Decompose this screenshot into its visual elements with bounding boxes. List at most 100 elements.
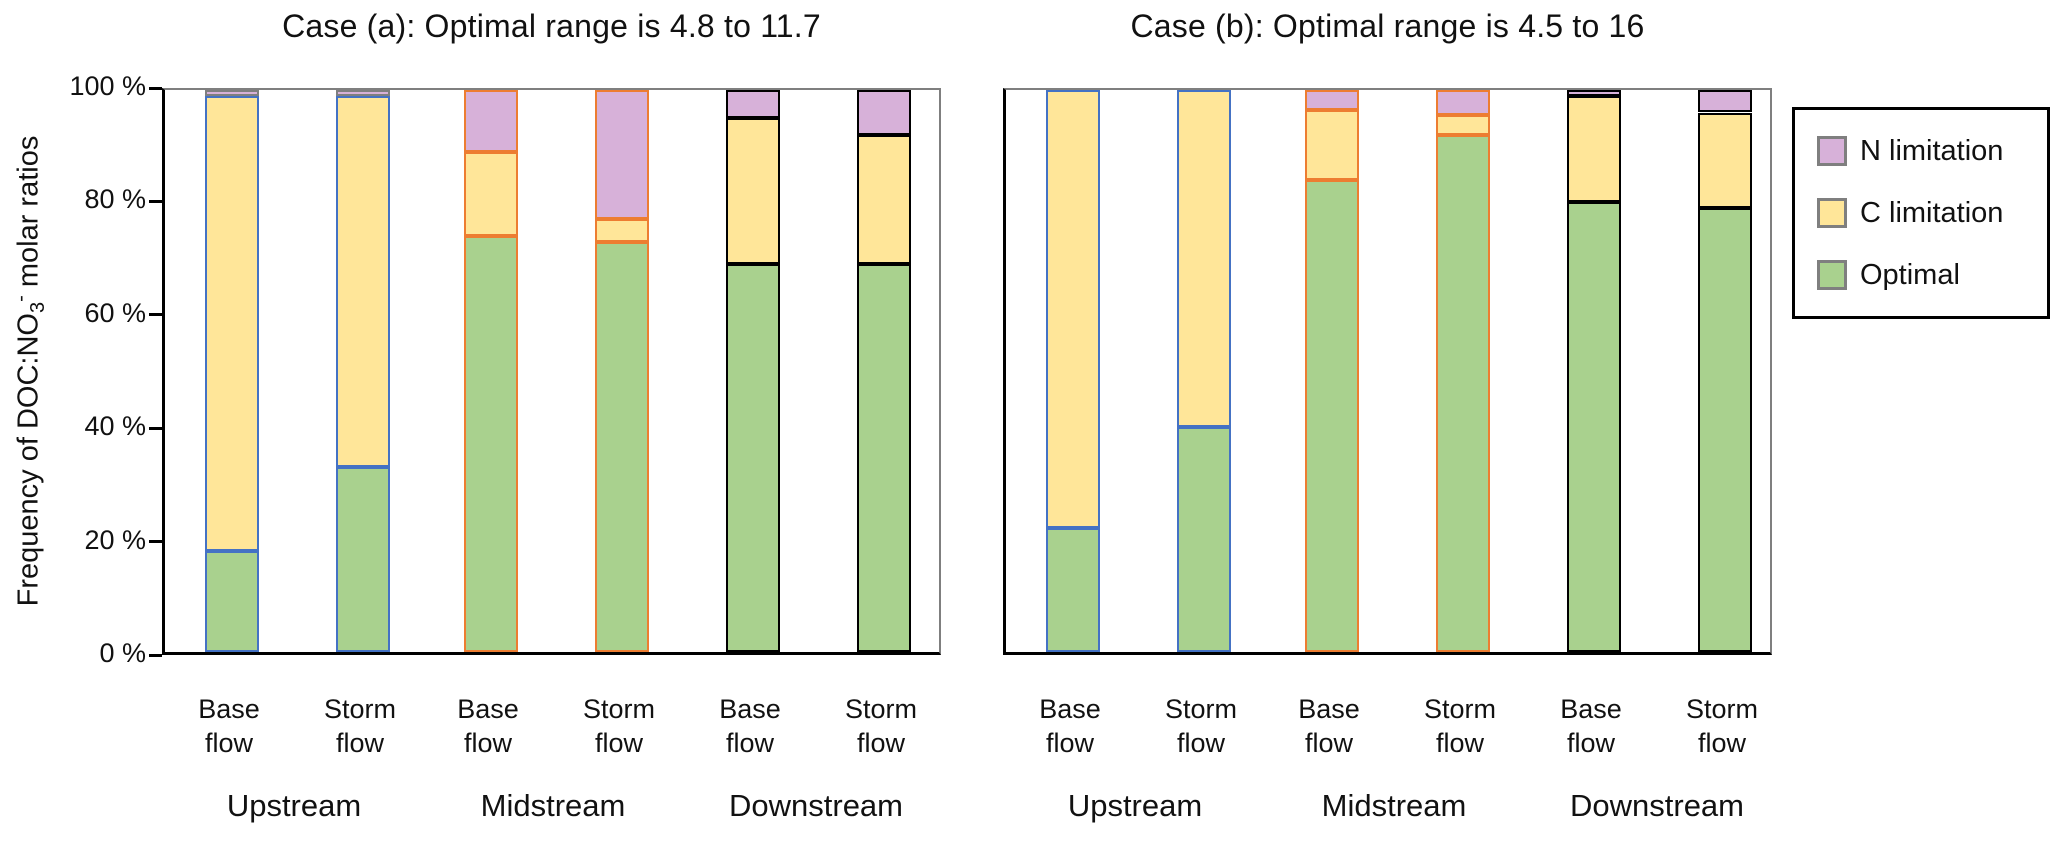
n-limitation-segment	[595, 90, 649, 220]
x-tick-label-line: Storm	[1685, 694, 1759, 724]
stacked-bar-upstream-base-flow	[1046, 90, 1100, 652]
x-tick-label-line: flow	[856, 728, 906, 758]
x-tick-label-line: flow	[725, 728, 775, 758]
x-tick-label-line: flow	[1176, 728, 1226, 758]
plot-area-case-b	[1003, 88, 1772, 655]
optimal-segment	[1177, 427, 1231, 652]
group-label-downstream: Downstream	[1570, 788, 1744, 823]
y-axis-title-superscript: -	[9, 295, 32, 302]
group-label-upstream: Upstream	[1067, 788, 1203, 823]
x-tick-label: Storm flow	[1165, 692, 1237, 760]
x-tick-label-line: Storm	[1423, 694, 1497, 724]
group-label-downstream: Downstream	[729, 788, 903, 823]
stacked-bar-downstream-base-flow	[1567, 90, 1621, 652]
c-limitation-segment	[205, 95, 259, 551]
y-tick-mark	[149, 426, 162, 430]
x-tick-label-line: Storm	[1164, 694, 1238, 724]
x-tick-label-line: flow	[594, 728, 644, 758]
c-limitation-segment	[1567, 95, 1621, 203]
stacked-bar-midstream-storm-flow	[1436, 90, 1490, 652]
y-tick-label: 60 %	[84, 297, 146, 328]
optimal-segment	[726, 264, 780, 652]
optimal-segment	[1436, 134, 1490, 652]
stacked-bar-midstream-base-flow	[1305, 90, 1359, 652]
legend-item: C limitation	[1817, 197, 2041, 230]
c-limitation-segment	[336, 95, 390, 467]
y-tick-label: 40 %	[84, 411, 146, 442]
c-limitation-segment	[726, 118, 780, 265]
stacked-bar-midstream-storm-flow	[595, 90, 649, 652]
stacked-bar-downstream-base-flow	[726, 90, 780, 652]
x-tick-label: Storm flow	[845, 692, 917, 760]
x-tick-label-line: Base	[1298, 694, 1360, 724]
x-tick-label-line: Base	[198, 694, 260, 724]
optimal-segment	[1305, 179, 1359, 652]
c-limitation-segment	[857, 134, 911, 265]
stacked-bar-upstream-storm-flow	[336, 90, 390, 652]
c-limitation-segment	[464, 151, 518, 237]
x-tick-label: Base flow	[198, 692, 260, 760]
group-label-midstream: Midstream	[1321, 788, 1467, 823]
x-tick-label: Base flow	[1298, 692, 1360, 760]
group-label-midstream: Midstream	[480, 788, 626, 823]
x-tick-label: Base flow	[1560, 692, 1622, 760]
x-tick-label-line: Base	[1560, 694, 1622, 724]
x-tick-label: Storm flow	[1424, 692, 1496, 760]
group-label-upstream: Upstream	[226, 788, 362, 823]
x-tick-label-line: flow	[335, 728, 385, 758]
optimal-segment	[336, 466, 390, 652]
y-axis-title-suffix: molar ratios	[12, 135, 45, 296]
y-tick-mark	[149, 199, 162, 203]
x-tick-label-line: flow	[1304, 728, 1354, 758]
n-limitation-segment	[1436, 90, 1490, 116]
n-limitation-segment	[857, 90, 911, 135]
optimal-segment	[857, 264, 911, 652]
x-tick-label-line: Storm	[582, 694, 656, 724]
c-limitation-segment	[1436, 115, 1490, 135]
legend-swatch-icon	[1817, 260, 1847, 290]
x-tick-label-line: flow	[1435, 728, 1485, 758]
y-tick-label: 20 %	[84, 524, 146, 555]
n-limitation-segment	[336, 90, 390, 96]
y-tick-mark	[149, 313, 162, 317]
legend-label: Optimal	[1860, 258, 1960, 291]
optimal-segment	[595, 241, 649, 652]
y-tick-label: 80 %	[84, 184, 146, 215]
legend-label: C limitation	[1860, 196, 2004, 229]
c-limitation-segment	[1305, 109, 1359, 180]
optimal-segment	[205, 550, 259, 652]
y-tick-mark	[149, 86, 162, 90]
stacked-bar-upstream-base-flow	[205, 90, 259, 652]
legend-swatch-icon	[1817, 198, 1847, 228]
plot-area-case-a	[162, 88, 941, 655]
legend-item: N limitation	[1817, 135, 2041, 168]
stacked-bar-downstream-storm-flow	[1698, 90, 1752, 652]
x-tick-label: Storm flow	[1686, 692, 1758, 760]
x-tick-label-line: flow	[1045, 728, 1095, 758]
n-limitation-segment	[1698, 90, 1752, 113]
optimal-segment	[1046, 528, 1100, 652]
y-tick-mark	[149, 540, 162, 544]
stacked-bar-downstream-storm-flow	[857, 90, 911, 652]
y-tick-mark	[149, 653, 162, 657]
x-tick-label-line: Base	[719, 694, 781, 724]
n-limitation-segment	[1567, 90, 1621, 96]
c-limitation-segment	[595, 219, 649, 242]
optimal-segment	[1567, 202, 1621, 652]
x-tick-label-line: Storm	[844, 694, 918, 724]
x-tick-label-line: Storm	[323, 694, 397, 724]
x-tick-label: Base flow	[457, 692, 519, 760]
panel-a-title: Case (a): Optimal range is 4.8 to 11.7	[282, 8, 821, 44]
n-limitation-segment	[464, 90, 518, 152]
x-tick-label: Base flow	[719, 692, 781, 760]
x-tick-label: Storm flow	[583, 692, 655, 760]
x-tick-label-line: Base	[1039, 694, 1101, 724]
legend-label: N limitation	[1860, 134, 2004, 167]
optimal-segment	[1698, 208, 1752, 652]
stacked-bar-midstream-base-flow	[464, 90, 518, 652]
c-limitation-segment	[1177, 90, 1231, 428]
c-limitation-segment	[1046, 90, 1100, 529]
x-tick-label-line: Base	[457, 694, 519, 724]
legend-swatch-icon	[1817, 136, 1847, 166]
